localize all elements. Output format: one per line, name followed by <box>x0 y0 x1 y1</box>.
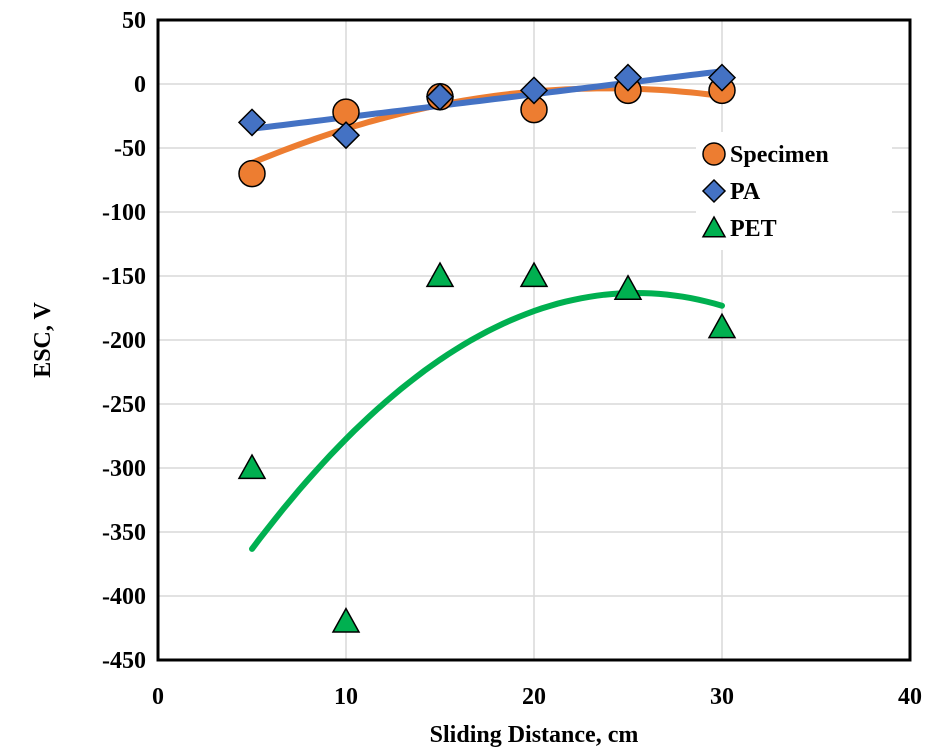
data-point-pet <box>707 312 737 339</box>
legend-marker-pa <box>701 178 727 204</box>
data-point-pa <box>707 63 737 92</box>
x-tick-label: 10 <box>334 684 358 710</box>
data-point-specimen <box>238 159 266 188</box>
legend-label: PA <box>730 179 761 205</box>
legend-label: Specimen <box>730 142 829 168</box>
legend-label: PET <box>730 216 777 242</box>
y-tick-label: -350 <box>102 520 146 546</box>
y-axis-title: ESC, V <box>30 302 56 378</box>
y-tick-label: -400 <box>102 584 146 610</box>
legend: Specimen PA PET <box>696 132 892 250</box>
y-tick-label: 0 <box>134 72 146 98</box>
data-point-pa <box>613 63 643 92</box>
data-point-pa <box>237 108 267 137</box>
x-tick-label: 0 <box>152 684 164 710</box>
data-point-pet <box>331 607 361 633</box>
y-tick-label: -100 <box>102 200 146 226</box>
x-tick-label: 20 <box>522 684 546 710</box>
data-point-pa <box>331 121 361 150</box>
y-tick-label: -300 <box>102 456 146 482</box>
plot-area-frame <box>156 18 912 662</box>
y-tick-label: -200 <box>102 328 146 354</box>
legend-marker-pet <box>701 215 727 238</box>
y-tick-label: -450 <box>102 648 146 674</box>
trend-line-pet <box>249 289 725 552</box>
data-point-pet <box>237 453 267 480</box>
x-tick-label: 40 <box>898 684 922 710</box>
x-tick-label: 30 <box>710 684 734 710</box>
data-point-pet <box>425 261 455 288</box>
data-points <box>237 63 737 633</box>
y-axis-ticks: 50 0 -50 -100 -150 -200 -250 -300 -350 -400 -450 <box>102 8 146 674</box>
y-tick-label: -250 <box>102 392 146 418</box>
y-tick-label: -50 <box>114 136 146 162</box>
data-point-pet <box>613 274 643 300</box>
x-axis-title: Sliding Distance, cm <box>430 722 639 748</box>
data-point-pet <box>519 261 549 288</box>
trend-line-pa <box>249 68 725 132</box>
trend-lines <box>249 68 725 552</box>
legend-box <box>696 132 892 250</box>
data-point-pa <box>425 82 455 111</box>
legend-marker-specimen <box>702 142 726 166</box>
x-axis-ticks: 0 10 20 30 40 <box>152 684 922 710</box>
y-tick-label: 50 <box>122 8 146 34</box>
y-tick-label: -150 <box>102 264 146 290</box>
data-point-pa <box>519 76 549 105</box>
